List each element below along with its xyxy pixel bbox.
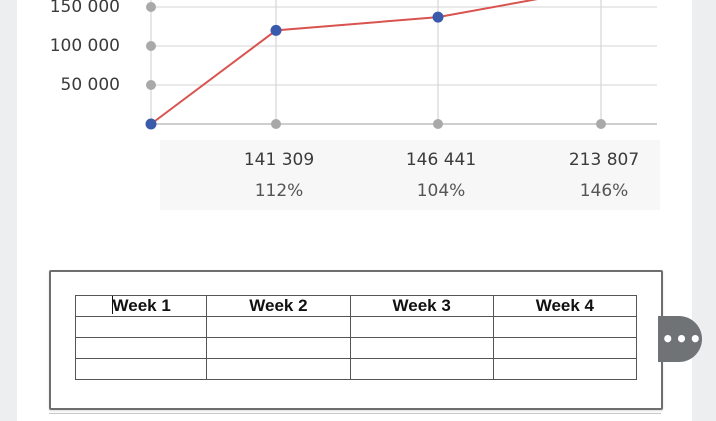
text-cursor: [111, 296, 113, 314]
y-tick-marker: [146, 41, 156, 51]
header-week-1-label: Week 1: [112, 296, 171, 315]
table-cell[interactable]: [492, 358, 638, 380]
data-point: [432, 11, 444, 23]
data-point: [270, 24, 282, 36]
y-tick-label: 150 000: [49, 0, 120, 17]
table-cell[interactable]: [492, 316, 638, 338]
header-week-2-label: Week 2: [249, 296, 308, 315]
table-cell[interactable]: [74, 316, 208, 338]
table-frame[interactable]: Week 1 Week 2 Week 3 Week 4: [49, 270, 663, 410]
more-options-button[interactable]: •••: [658, 316, 702, 362]
table-cell[interactable]: [349, 358, 494, 380]
divider: [49, 413, 661, 414]
x-tick-marker: [271, 119, 281, 129]
x-tick-value: 146 441: [405, 150, 477, 170]
table-header-row: Week 1 Week 2 Week 3 Week 4: [74, 295, 638, 317]
x-tick-value: 141 309: [243, 150, 315, 170]
x-tick-percent: 146%: [579, 181, 629, 201]
x-tick-percent: 104%: [416, 181, 466, 201]
x-tick-label: 141 309 112%: [209, 149, 349, 202]
header-week-3[interactable]: Week 3: [349, 295, 494, 317]
y-tick-marker: [146, 80, 156, 90]
table-cell[interactable]: [492, 337, 638, 359]
weeks-table[interactable]: Week 1 Week 2 Week 3 Week 4: [74, 295, 638, 380]
data-point: [145, 118, 157, 130]
y-tick-marker: [146, 2, 156, 12]
x-tick-label: 146 441 104%: [371, 149, 511, 202]
table-row: [74, 337, 638, 359]
header-week-4[interactable]: Week 4: [492, 295, 638, 317]
header-week-2[interactable]: Week 2: [206, 295, 351, 317]
more-horizontal-icon: •••: [661, 327, 703, 351]
x-tick-value: 213 807: [568, 150, 640, 170]
table-cell[interactable]: [74, 337, 208, 359]
y-tick-label: 100 000: [49, 36, 120, 56]
table-cell[interactable]: [74, 358, 208, 380]
table-row: [74, 358, 638, 380]
x-tick-percent: 112%: [254, 181, 304, 201]
table-cell[interactable]: [206, 316, 351, 338]
table-row: [74, 316, 638, 338]
series-line: [150, 0, 538, 125]
label-band: [160, 140, 660, 210]
table-cell[interactable]: [349, 337, 494, 359]
table-cell[interactable]: [349, 316, 494, 338]
chart-canvas: [145, 0, 660, 210]
x-tick-marker: [433, 119, 443, 129]
header-week-1[interactable]: Week 1: [74, 295, 208, 317]
table-cell[interactable]: [206, 337, 351, 359]
y-tick-label: 50 000: [60, 75, 120, 95]
x-tick-marker: [596, 119, 606, 129]
header-week-3-label: Week 3: [392, 296, 451, 315]
x-tick-label: 213 807 146%: [534, 149, 674, 202]
header-week-4-label: Week 4: [535, 296, 595, 315]
table-cell[interactable]: [206, 358, 351, 380]
line-chart: 150 000 100 000 50 000 141 309 112% 146 441 1…: [49, 0, 674, 210]
